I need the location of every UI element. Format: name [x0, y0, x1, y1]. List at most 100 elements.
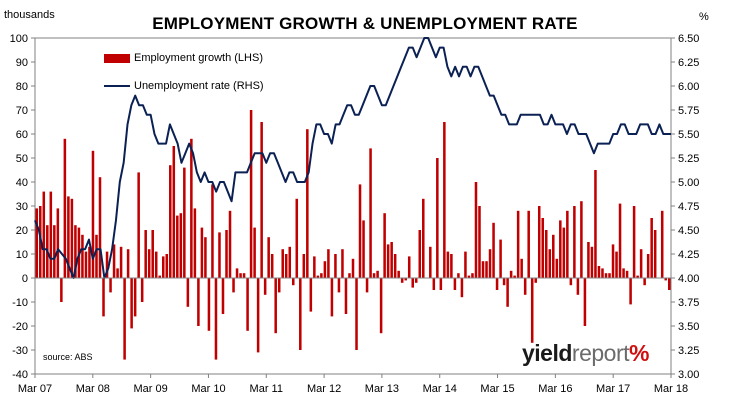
bar: [379, 278, 383, 334]
bar: [555, 258, 559, 278]
bar: [299, 278, 302, 350]
y-left-tick-label: 30: [16, 201, 28, 213]
bar: [242, 273, 246, 278]
bar: [653, 230, 657, 278]
bar: [400, 278, 404, 283]
bar: [629, 278, 632, 305]
x-tick-label: Mar 17: [596, 383, 630, 395]
bar: [292, 278, 295, 286]
bar: [341, 249, 344, 278]
bar: [35, 208, 39, 278]
bar: [151, 230, 154, 278]
bar: [218, 232, 221, 278]
y-left-tick-label: 90: [16, 57, 28, 69]
bar: [179, 213, 183, 278]
bar: [109, 278, 112, 293]
legend-label-unemployment: Unemployment rate (RHS): [134, 80, 264, 92]
y-right-tick-label: 4.25: [678, 249, 699, 261]
bar: [594, 170, 597, 278]
bar: [471, 273, 474, 278]
bar: [183, 167, 186, 278]
bar: [422, 198, 425, 278]
y-left-tick-label: 70: [16, 105, 28, 117]
y-left-tick-label: 40: [16, 177, 28, 189]
bar: [559, 220, 562, 278]
bar: [390, 242, 393, 278]
bar: [474, 182, 478, 278]
bar: [446, 251, 450, 278]
y-right-tick-label: 5.75: [678, 105, 699, 117]
bar: [583, 278, 587, 326]
y-left-tick-label: 20: [16, 225, 28, 237]
bar: [302, 254, 306, 278]
bar: [580, 201, 583, 278]
bar: [84, 251, 88, 278]
y-right-tick-label: 3.00: [678, 369, 699, 381]
bar: [667, 278, 671, 290]
bar: [457, 273, 460, 278]
bar: [309, 278, 313, 312]
bar: [404, 278, 407, 281]
bar: [281, 249, 284, 278]
bar: [313, 256, 316, 278]
y-right-tick-label: 5.50: [678, 129, 699, 141]
y-left-tick-label: -30: [12, 345, 28, 357]
y-right-tick-label: 3.75: [678, 297, 699, 309]
bar: [284, 254, 288, 278]
bar: [60, 278, 63, 302]
bar: [323, 261, 327, 278]
bar: [144, 230, 147, 278]
x-tick-label: Mar 11: [250, 383, 283, 395]
bar: [42, 191, 46, 278]
x-tick-label: Mar 09: [134, 383, 168, 395]
bar: [351, 258, 355, 278]
bar: [397, 270, 400, 278]
bar: [439, 278, 443, 290]
legend: Employment growth (LHS) Unemployment rat…: [104, 51, 264, 107]
bar: [608, 273, 611, 278]
bar: [348, 273, 351, 278]
bar: [643, 278, 646, 286]
bar: [590, 246, 594, 278]
bar: [481, 261, 485, 278]
bar: [418, 230, 422, 278]
bar: [316, 275, 320, 278]
bar: [587, 242, 590, 278]
bar: [573, 206, 576, 278]
bar: [211, 184, 214, 278]
x-tick-label: Mar 14: [423, 383, 457, 395]
bar: [256, 278, 260, 353]
x-tick-label: Mar 12: [307, 383, 341, 395]
bar: [576, 278, 580, 295]
bar: [365, 278, 369, 293]
line-series-unemployment-rate: [34, 37, 671, 279]
y-right-tick-label: 6.25: [678, 57, 699, 69]
bar: [239, 273, 242, 278]
bar: [622, 268, 625, 278]
y-left-tick-label: 0: [22, 273, 28, 285]
bar: [548, 249, 552, 278]
bar: [214, 278, 218, 360]
bar: [534, 278, 537, 283]
bar: [260, 122, 263, 278]
brand-logo: yieldreport%: [522, 340, 649, 367]
x-tick-label: Mar 16: [538, 383, 572, 395]
chart-title: EMPLOYMENT GROWTH & UNEMPLOYMENT RATE: [152, 14, 578, 33]
bar: [646, 254, 650, 278]
bar: [625, 270, 629, 278]
x-tick-label: Mar 10: [191, 383, 225, 395]
bar: [611, 244, 615, 278]
bar: [544, 230, 548, 278]
y-left-tick-label: 80: [16, 81, 28, 93]
brand-part-3: %: [629, 340, 649, 366]
bar: [330, 278, 334, 317]
bar: [650, 218, 653, 278]
x-tick-label: Mar 13: [365, 383, 399, 395]
bar: [116, 268, 119, 278]
y-right-tick-label: 5.25: [678, 153, 699, 165]
bar: [56, 208, 60, 278]
axes: -40 -30 -20 -10 0 10 20 30 40 50 60 70 80 90 100 3.00 3.…: [10, 33, 700, 395]
legend-label-employment: Employment growth (LHS): [134, 52, 263, 64]
bar: [344, 278, 348, 314]
